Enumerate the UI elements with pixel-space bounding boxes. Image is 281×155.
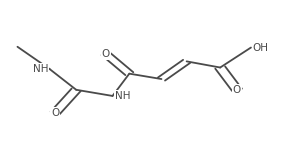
- Text: NH: NH: [115, 91, 130, 101]
- Text: O: O: [51, 108, 59, 118]
- Text: O: O: [101, 49, 110, 59]
- Text: OH: OH: [252, 42, 268, 53]
- Text: NH: NH: [33, 64, 48, 74]
- Text: O: O: [233, 85, 241, 95]
